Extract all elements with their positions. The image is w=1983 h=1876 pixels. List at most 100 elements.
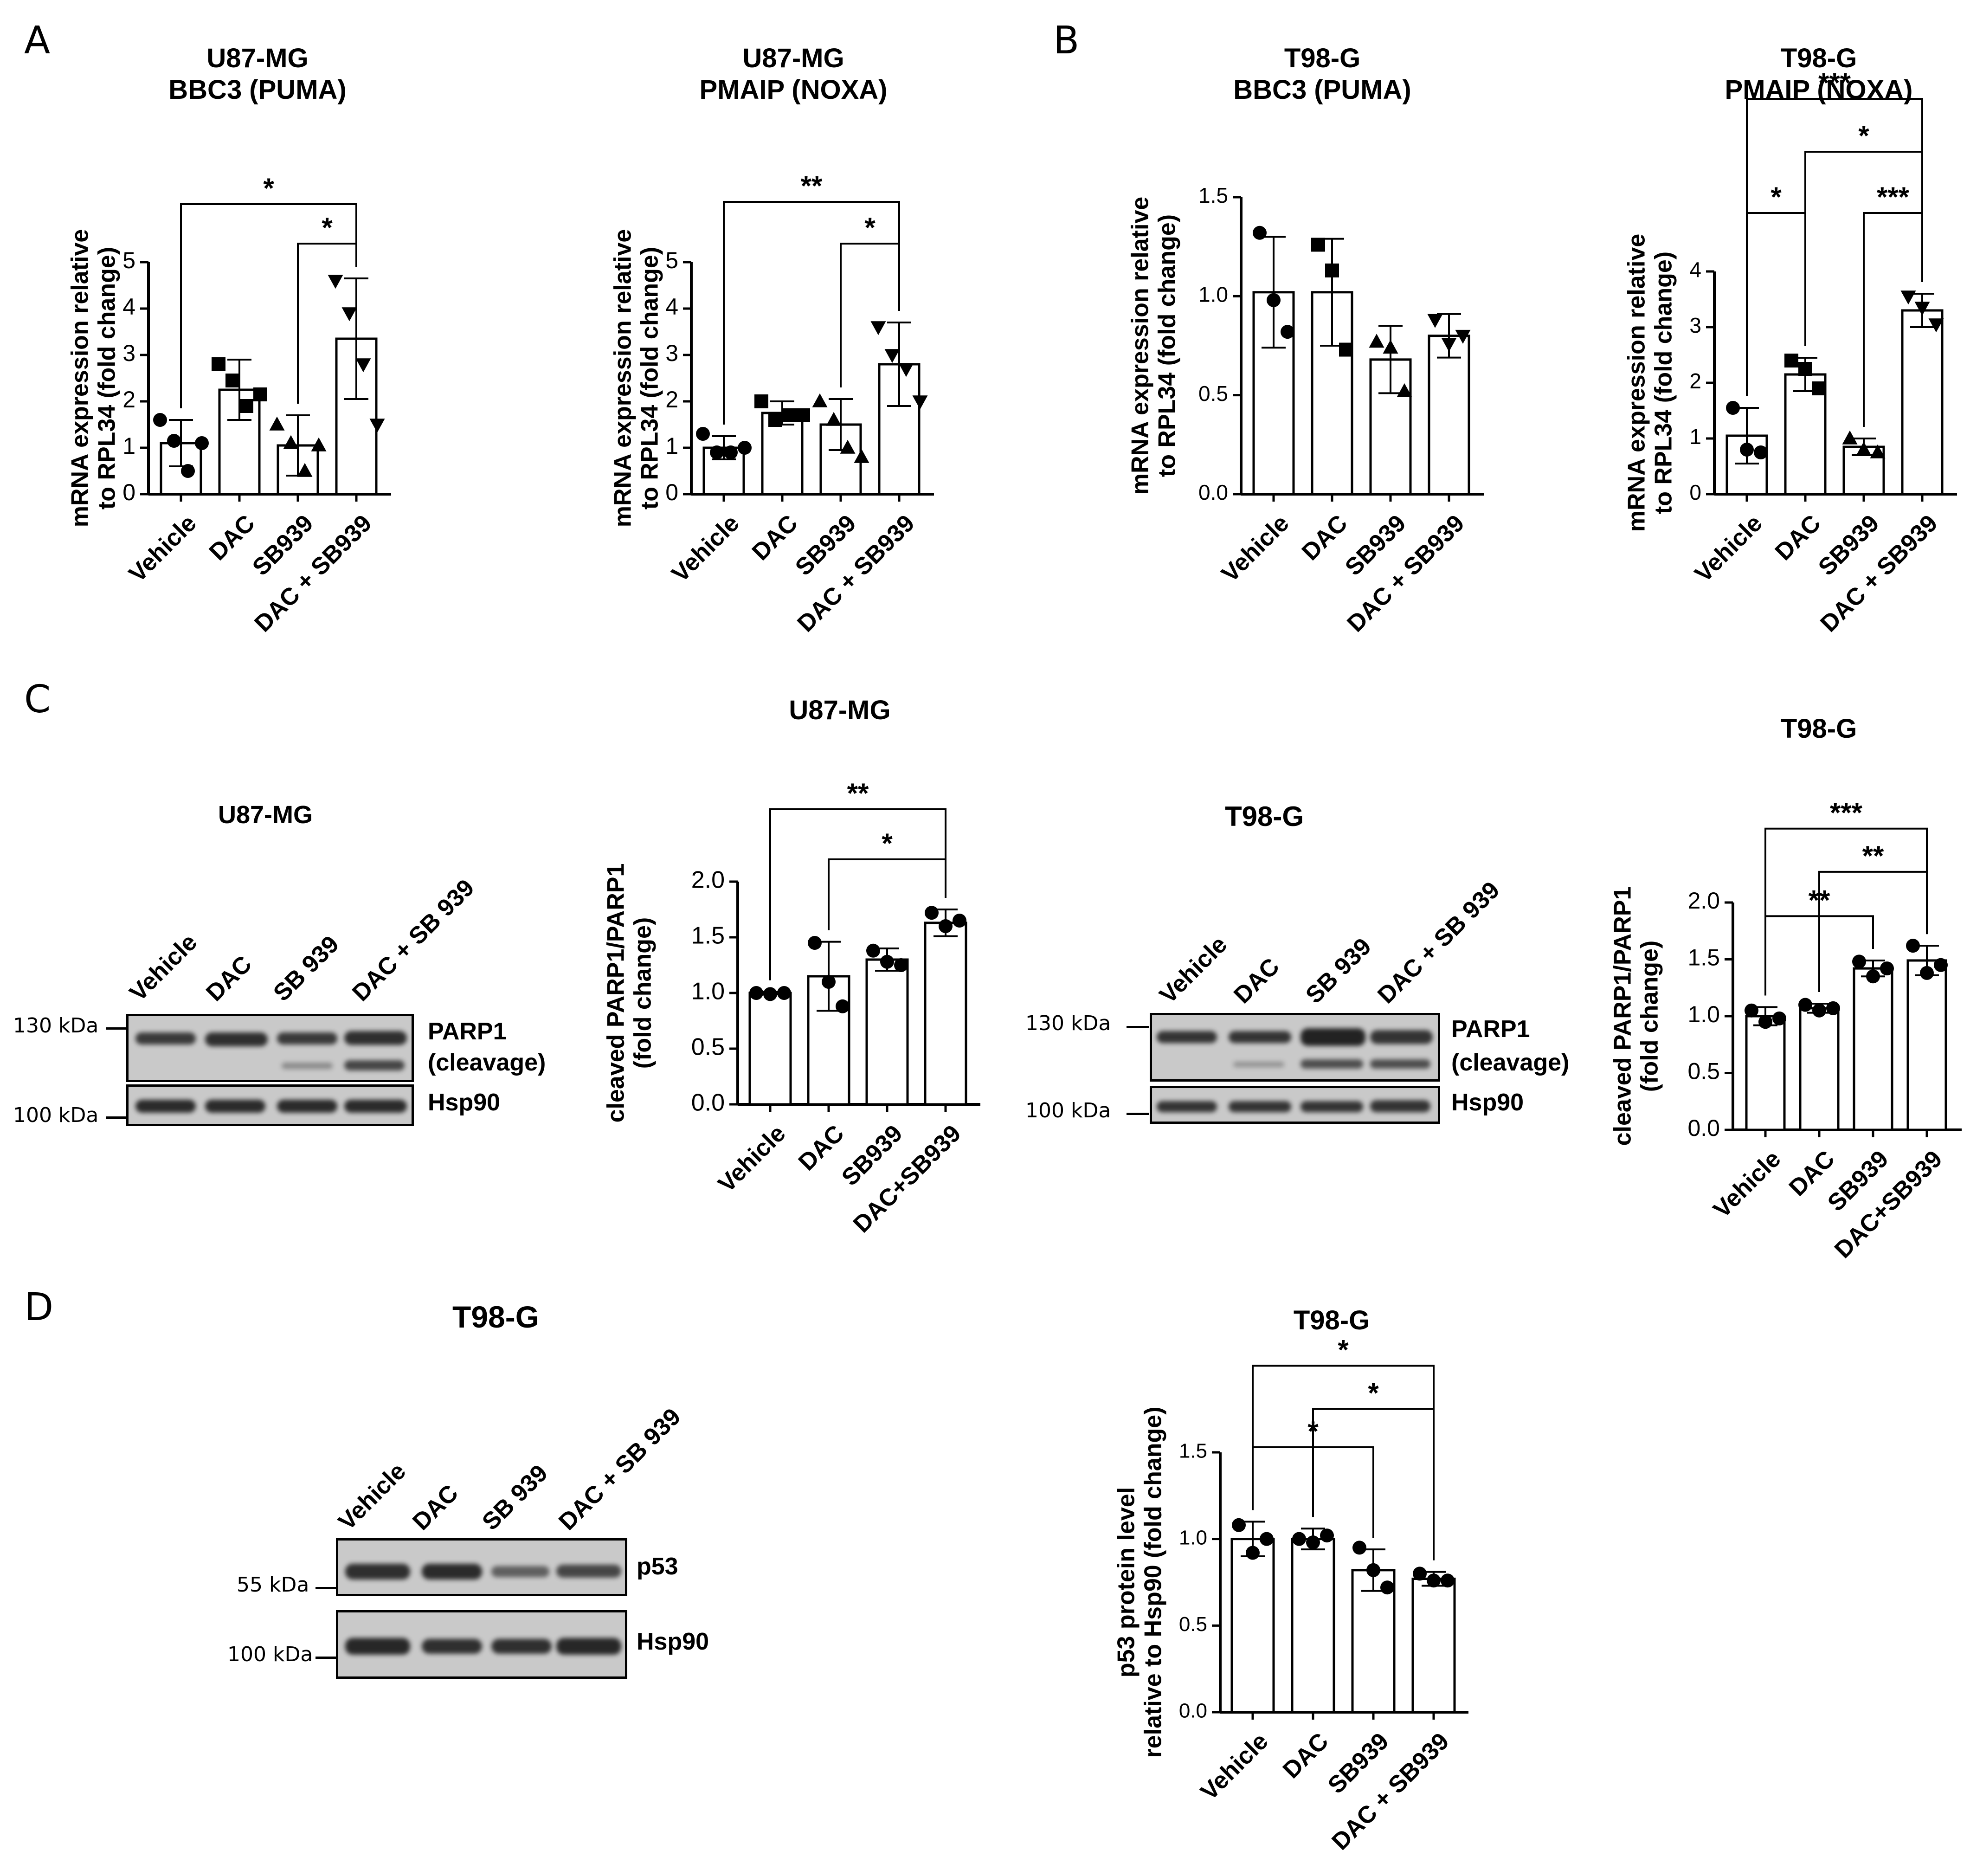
y-tick-label: 1.0 xyxy=(691,978,725,1005)
data-point xyxy=(724,445,738,459)
marker-label: 100 kDa xyxy=(1025,1099,1111,1122)
data-point xyxy=(939,919,953,933)
data-point xyxy=(1812,1003,1826,1018)
data-point xyxy=(1856,441,1872,456)
data-point xyxy=(1826,1001,1840,1015)
strip-label: PARP1 xyxy=(1451,1016,1530,1043)
significance-bracket xyxy=(1863,212,1923,427)
significance-label: *** xyxy=(1830,797,1863,828)
significance-label: * xyxy=(1368,1378,1379,1409)
strip-label: Hsp90 xyxy=(1451,1089,1524,1116)
data-point xyxy=(1441,337,1457,352)
y-axis-label: to RPL34 (fold change) xyxy=(637,247,663,509)
band xyxy=(1370,1100,1430,1112)
data-point xyxy=(1758,1015,1772,1029)
bar xyxy=(748,992,792,1106)
y-tick-label: 4 xyxy=(1689,258,1701,282)
hsp90-strip xyxy=(336,1610,627,1679)
data-point xyxy=(836,999,850,1013)
data-point xyxy=(768,413,782,427)
band xyxy=(1233,1062,1284,1067)
panel-letter-d: D xyxy=(24,1285,54,1329)
data-point xyxy=(822,975,836,989)
band xyxy=(491,1639,552,1654)
significance-label: ** xyxy=(1809,884,1830,915)
chart-c-parp-t98: T98-G cleaved PARP1/PARP1 (fold change) 0.0… xyxy=(1610,714,1962,1264)
data-point xyxy=(1366,1563,1380,1577)
band xyxy=(277,1100,337,1113)
data-point xyxy=(870,321,886,335)
y-tick-label: 2 xyxy=(1689,369,1701,393)
band xyxy=(1157,1031,1217,1043)
significance-bracket xyxy=(1746,212,1806,396)
significance-label: * xyxy=(882,828,893,859)
x-tick-label: Vehicle xyxy=(1196,1728,1274,1805)
data-point xyxy=(225,374,239,387)
data-point xyxy=(1397,383,1412,397)
lane-label: DAC xyxy=(1229,953,1285,1009)
y-axis-label: mRNA expression relative xyxy=(1127,197,1154,495)
strip-label: (cleavage) xyxy=(428,1049,546,1076)
strip-label: Hsp90 xyxy=(428,1089,501,1116)
significance-label: * xyxy=(1338,1334,1349,1365)
bar xyxy=(1853,967,1893,1131)
data-point xyxy=(212,357,225,371)
y-tick-label: 0 xyxy=(1689,480,1701,504)
hsp90-strip xyxy=(1150,1086,1440,1124)
significance-label: *** xyxy=(1877,181,1910,213)
bar xyxy=(1799,1007,1840,1131)
data-point xyxy=(297,463,313,477)
y-axis-label: to RPL34 (fold change) xyxy=(94,247,121,509)
band xyxy=(556,1638,621,1655)
significance-label: * xyxy=(1771,181,1782,213)
y-axis-label: (fold change) xyxy=(630,917,657,1069)
band xyxy=(345,1564,410,1579)
chart-title: U87-MG xyxy=(789,695,890,725)
data-point xyxy=(239,399,253,413)
y-tick-label: 1.5 xyxy=(1198,183,1228,207)
data-point xyxy=(1852,954,1866,969)
marker-label: 100 kDa xyxy=(13,1103,99,1127)
data-point xyxy=(884,349,900,363)
y-axis-label: to RPL34 (fold change) xyxy=(1154,214,1181,477)
data-point xyxy=(749,986,763,1000)
y-tick-label: 1 xyxy=(665,433,678,459)
strip-label: (cleavage) xyxy=(1451,1049,1570,1076)
data-point xyxy=(812,393,828,407)
data-point xyxy=(898,363,914,377)
significance-label: * xyxy=(1858,120,1869,151)
data-point xyxy=(355,358,371,373)
significance-bracket xyxy=(1818,870,1928,993)
data-point xyxy=(1900,290,1916,305)
band xyxy=(422,1564,482,1579)
data-point xyxy=(1880,961,1894,976)
significance-label: * xyxy=(263,173,274,204)
chart-c-parp-u87: U87-MG cleaved PARP1/PARP1 (fold change) 0.… xyxy=(603,695,980,1238)
chart-title: BBC3 (PUMA) xyxy=(168,75,346,105)
y-tick-label: 1 xyxy=(122,433,135,459)
y-tick-label: 3 xyxy=(122,340,135,366)
band xyxy=(422,1639,482,1654)
data-point xyxy=(181,464,195,478)
data-point xyxy=(1812,381,1826,395)
y-tick-label: 1.0 xyxy=(1198,282,1228,306)
band xyxy=(135,1100,196,1113)
y-tick-label: 3 xyxy=(665,340,678,366)
band xyxy=(205,1100,265,1113)
bar xyxy=(1745,1015,1786,1131)
band xyxy=(1229,1031,1291,1043)
data-point xyxy=(782,408,796,422)
data-point xyxy=(1866,969,1880,984)
data-point xyxy=(1914,302,1930,316)
significance-bracket xyxy=(769,808,946,980)
data-point xyxy=(1383,340,1398,354)
data-point xyxy=(880,954,894,969)
y-tick-label: 2.0 xyxy=(691,867,725,894)
data-point xyxy=(1906,939,1920,953)
chart-title: PMAIP (NOXA) xyxy=(700,75,888,105)
y-axis-label: to RPL34 (fold change) xyxy=(1650,251,1677,514)
data-point xyxy=(754,394,768,408)
data-point xyxy=(1311,238,1325,252)
lane-label: Vehicle xyxy=(333,1457,412,1536)
